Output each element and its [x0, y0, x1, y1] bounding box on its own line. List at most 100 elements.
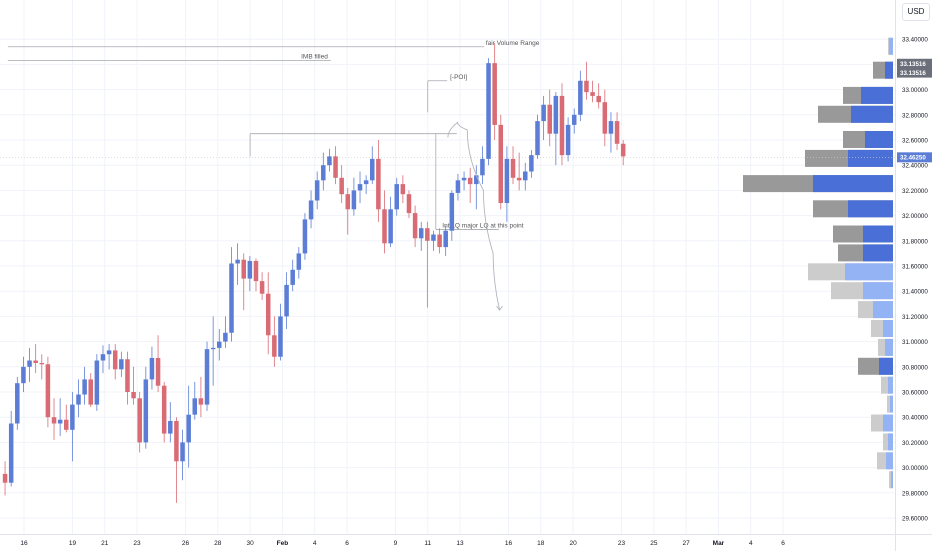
candle-up [370, 158, 375, 181]
candle-down [333, 156, 338, 178]
candle-down [131, 392, 136, 399]
candle-up [461, 177, 467, 181]
price-label: 33.13516 [900, 61, 926, 68]
candle-up [523, 171, 528, 181]
candle-up [100, 354, 106, 361]
price-label-badge [897, 67, 932, 78]
price-tick-label: 30.00000 [902, 465, 928, 472]
candle-down [64, 419, 69, 430]
volume-profile-bar-up [885, 338, 893, 356]
price-tick-label: 33.00000 [902, 87, 928, 94]
time-tick-label: 9 [394, 540, 398, 547]
time-tick-label: 23 [133, 540, 141, 547]
candle-down [45, 364, 51, 418]
projection-arrowhead [496, 305, 503, 311]
candle-up [302, 219, 308, 254]
chart-canvas[interactable]: fair Volume Range IMB filled [-POI] Int.LQ … [0, 0, 895, 534]
candle-up [223, 332, 228, 342]
time-tick-label: 16 [20, 540, 28, 547]
time-tick-label: 30 [246, 540, 254, 547]
price-tick-label: 29.80000 [902, 490, 928, 497]
time-tick-label: 23 [618, 540, 626, 547]
candle-down [345, 194, 351, 210]
time-axis[interactable]: 16 19 21 23 26 28 30 Feb 4 6 9 11 13 16 18 20 23 25 27 Mar 4… [0, 534, 895, 551]
price-tick-label: 29.60000 [902, 516, 928, 523]
candles [2, 42, 626, 503]
fvr-line-label: fair Volume Range [486, 40, 540, 47]
candle-down [112, 350, 118, 370]
candle-up [21, 366, 26, 384]
price-tick-label: 32.00000 [902, 213, 928, 220]
candle-down [400, 184, 406, 195]
volume-profile-bar-up [863, 282, 893, 300]
time-tick-label: 4 [313, 540, 317, 547]
price-axis[interactable]: USD 29.60000 29.80000 30.00000 30.20000 30.4… [895, 0, 932, 534]
price-tick-label: 30.80000 [902, 364, 928, 371]
candle-up [247, 260, 253, 279]
candle-down [620, 143, 626, 157]
time-tick-label: 16 [505, 540, 513, 547]
candle-up [455, 180, 461, 193]
candle-up [296, 253, 302, 270]
candle-up [186, 414, 191, 443]
price-tick-label: 30.60000 [902, 390, 928, 397]
candle-down [174, 420, 179, 462]
candle-up [308, 200, 314, 220]
volume-profile-bar-up [863, 244, 893, 262]
time-tick-label: Feb [277, 540, 289, 547]
price-tick-label: 31.40000 [902, 289, 928, 296]
volume-profile-bar-up [845, 263, 893, 281]
candle-up [388, 209, 393, 244]
candle-up [474, 175, 479, 185]
price-tick-label: 31.00000 [902, 339, 928, 346]
volume-profile-bar-up [851, 105, 893, 123]
candle-down [584, 80, 589, 93]
price-tick-label: 30.20000 [902, 440, 928, 447]
time-axis-labels: 16 19 21 23 26 28 30 Feb 4 6 9 11 13 16 18 20 23 25 27 Mar 4… [20, 540, 785, 547]
candle-down [259, 281, 265, 294]
candle-up [94, 360, 100, 405]
candle-up [8, 423, 14, 483]
candle-down [2, 473, 8, 483]
candle-down [547, 104, 552, 134]
candle-down [51, 417, 57, 424]
volume-profile-bar-up [890, 395, 893, 413]
candle-down [602, 102, 608, 134]
candle-up [82, 379, 87, 395]
candle-up [394, 184, 399, 210]
candle-up [76, 394, 81, 405]
candle-up [608, 121, 614, 134]
time-tick-label: 28 [214, 540, 222, 547]
candle-up [449, 192, 455, 231]
chart-plot-area[interactable]: fair Volume Range IMB filled [-POI] Int.LQ … [0, 0, 895, 534]
volume-profile-bar-up [891, 471, 893, 489]
candle-up [106, 350, 112, 355]
candle-up [217, 341, 222, 348]
candle-up [535, 121, 540, 156]
candle-up [480, 158, 485, 176]
time-tick-label: 13 [456, 540, 464, 547]
time-tick-label: 4 [749, 540, 753, 547]
currency-button[interactable]: USD [902, 3, 930, 21]
candle-up [443, 230, 448, 248]
lq-line-label: Int.LQ major LQ at this point [442, 222, 523, 229]
candle-up [529, 155, 534, 172]
candle-up [290, 269, 295, 285]
candle-down [155, 357, 161, 386]
candle-down [614, 121, 620, 144]
time-tick-label: 11 [424, 540, 431, 547]
time-tick-label: 21 [101, 540, 109, 547]
volume-profile-bar-up [888, 433, 893, 451]
volume-profile-bar-up [861, 86, 893, 104]
time-tick-label: 6 [781, 540, 785, 547]
candle-down [376, 158, 381, 210]
candle-up [321, 165, 326, 181]
candle-down [559, 95, 565, 156]
volume-profile-bar-up [888, 376, 893, 394]
volume-profile-bar-up [886, 452, 893, 470]
candle-up [357, 184, 363, 191]
candle-down [406, 194, 412, 214]
candle-down [39, 363, 45, 365]
candle-down [339, 177, 344, 195]
time-tick-label: Mar [713, 540, 725, 547]
